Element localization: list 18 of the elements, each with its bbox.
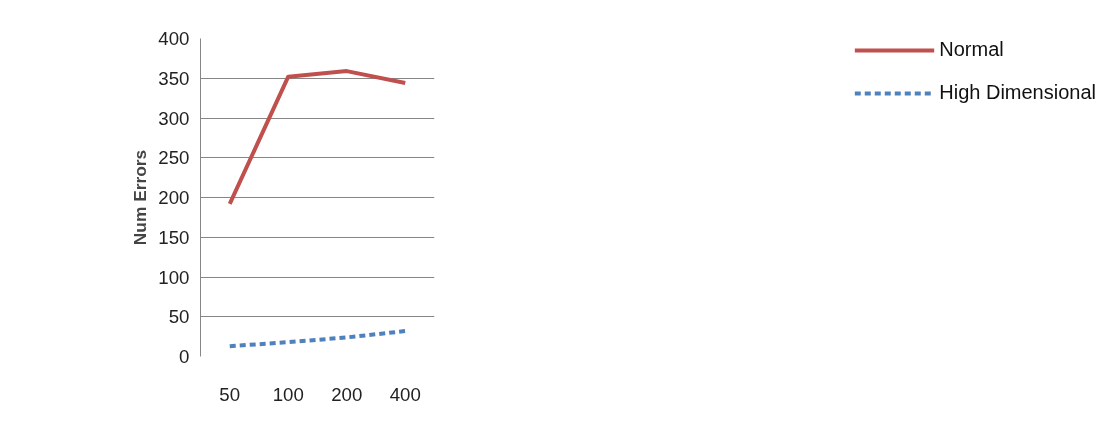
y-tick-label: 50 [168, 306, 190, 328]
legend-label: Normal [939, 38, 1004, 61]
y-tick-label: 150 [158, 226, 190, 248]
line-series [227, 329, 408, 349]
y-tick-label: 350 [158, 67, 190, 89]
x-tick-label: 200 [331, 383, 363, 405]
y-axis-title: Num Errors [130, 149, 151, 246]
x-tick-label: 50 [219, 383, 241, 405]
y-tick-label: 200 [158, 187, 190, 208]
y-tick-label: 100 [158, 266, 190, 288]
line-series [227, 69, 408, 206]
y-tick-label: 300 [158, 107, 190, 129]
x-tick-label: 100 [272, 383, 304, 405]
y-tick-label: 0 [179, 346, 190, 367]
y-tick-label: 400 [158, 28, 190, 49]
y-tick-label: 250 [158, 147, 190, 169]
legend-label: High Dimensional [939, 81, 1096, 104]
x-tick-label: 400 [389, 383, 421, 405]
